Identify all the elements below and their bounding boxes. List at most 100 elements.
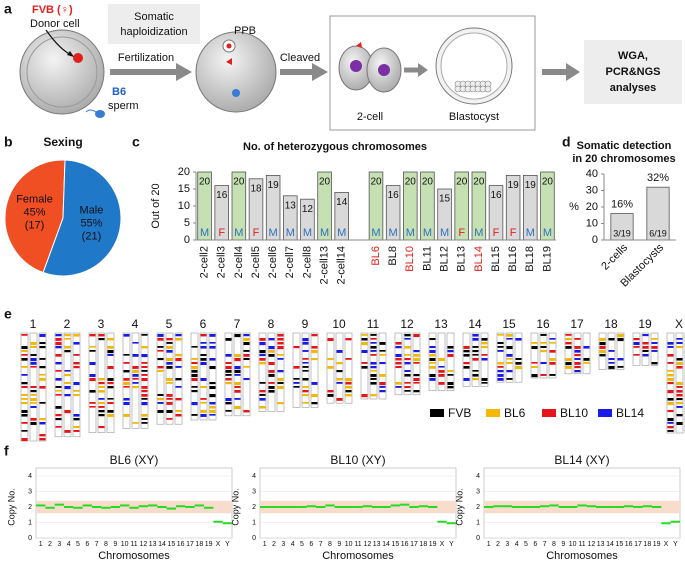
x-tick-label: 16 <box>625 541 633 548</box>
band <box>157 394 164 396</box>
legend-swatch <box>598 409 612 417</box>
sex-label: M <box>286 227 295 239</box>
band <box>472 370 479 372</box>
x-tick-label: 13 <box>149 541 157 548</box>
band <box>89 334 96 337</box>
chromatid <box>428 332 437 391</box>
chromosome-label: 4 <box>132 317 139 331</box>
band <box>132 342 139 344</box>
band <box>107 386 114 389</box>
band <box>89 362 96 365</box>
band <box>336 378 343 381</box>
band <box>327 366 334 369</box>
band <box>89 406 96 408</box>
y-tick-label: 1 <box>476 519 480 526</box>
y-tick-label: 10 <box>178 200 190 212</box>
band <box>55 346 62 349</box>
band <box>565 358 572 361</box>
band <box>302 338 309 342</box>
band <box>395 382 402 385</box>
x-tick-label: 4 <box>515 541 519 548</box>
slice-label: Male <box>80 204 104 216</box>
chromatid <box>539 332 548 379</box>
band <box>191 346 198 348</box>
band <box>175 358 182 362</box>
band <box>209 394 216 398</box>
male-pronucleus <box>232 89 240 97</box>
x-tick-label: BL16 <box>507 246 519 272</box>
band <box>225 338 232 341</box>
band <box>268 382 275 384</box>
chromatid <box>88 332 97 433</box>
chromosome-label: X <box>675 317 683 331</box>
band <box>574 370 581 373</box>
band <box>667 398 674 401</box>
sperm-strain: B6 <box>112 86 126 98</box>
band <box>30 358 37 362</box>
band <box>21 410 28 414</box>
band <box>39 386 46 389</box>
band <box>404 346 411 349</box>
pie-slice <box>42 159 122 277</box>
band <box>506 338 513 340</box>
x-tick-label: 13 <box>597 541 605 548</box>
sex-label: M <box>406 227 415 239</box>
chromatid <box>412 332 421 396</box>
band <box>141 414 148 417</box>
band <box>39 438 46 441</box>
x-tick-label: 15 <box>391 541 399 548</box>
band <box>277 342 284 345</box>
band <box>107 354 114 356</box>
band <box>107 378 114 381</box>
band <box>73 394 80 396</box>
donor-nucleus <box>73 53 83 63</box>
band <box>293 386 300 388</box>
band <box>21 386 28 389</box>
chromosome-label: 14 <box>468 317 482 331</box>
x-tick-label: Y <box>673 541 678 548</box>
band <box>259 354 266 357</box>
band <box>200 414 207 417</box>
chromosome-label: 18 <box>604 317 618 331</box>
band <box>234 398 241 400</box>
band <box>166 338 173 341</box>
bar-value: 19 <box>525 180 537 191</box>
band <box>404 354 411 356</box>
band <box>55 334 62 337</box>
band <box>438 358 445 362</box>
band <box>302 370 309 372</box>
band <box>243 338 250 341</box>
band <box>497 346 504 348</box>
chromatid <box>437 332 446 391</box>
band <box>209 414 216 416</box>
chart-title: No. of heterozygous chromosomes <box>243 141 427 153</box>
band <box>506 354 513 357</box>
band <box>21 374 28 376</box>
band <box>191 362 198 365</box>
band <box>73 342 80 345</box>
method-box <box>108 4 200 44</box>
y-tick-label: 3 <box>252 488 256 495</box>
band <box>565 342 572 345</box>
band <box>472 334 479 337</box>
sperm-tail <box>85 109 97 113</box>
band <box>209 406 216 409</box>
band <box>98 378 105 381</box>
band <box>268 362 275 366</box>
band <box>583 346 590 349</box>
ppb-label: PPB <box>234 25 256 37</box>
chart-title: Somatic detection <box>577 140 672 152</box>
band <box>370 342 377 344</box>
band <box>166 378 173 381</box>
x-tick-label: 11 <box>130 541 137 548</box>
band <box>277 378 284 381</box>
bar-value: 12 <box>302 204 314 215</box>
x-tick-label: 9 <box>337 541 341 548</box>
band <box>157 398 164 401</box>
band <box>497 370 504 373</box>
x-tick-label: 2-cell3 <box>216 246 228 278</box>
band <box>336 382 343 384</box>
chromatid <box>208 332 217 421</box>
x-tick-label: 7 <box>543 541 547 548</box>
pie-slice <box>4 159 66 274</box>
